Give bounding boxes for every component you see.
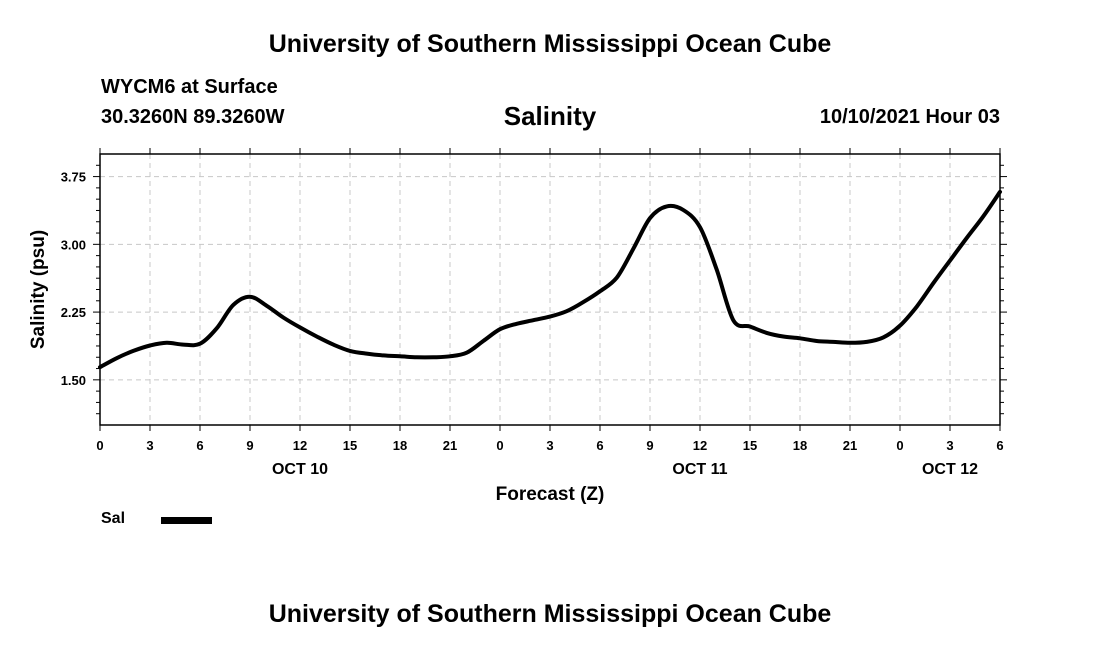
x-tick-label: 3 xyxy=(146,438,153,453)
x-tick-label: 3 xyxy=(946,438,953,453)
x-tick-label: 0 xyxy=(896,438,903,453)
forecast-datetime: 10/10/2021 Hour 03 xyxy=(819,106,1000,128)
x-tick-label: 21 xyxy=(443,438,457,453)
x-date-label: OCT 10 xyxy=(272,461,328,478)
x-tick-label: 18 xyxy=(793,438,807,453)
legend-swatch xyxy=(161,517,212,524)
y-tick-label: 1.50 xyxy=(61,373,86,388)
x-tick-label: 9 xyxy=(246,438,253,453)
legend-label: Sal xyxy=(101,510,126,527)
y-tick-label: 3.00 xyxy=(61,237,86,252)
coordinates-label: 30.3260N 89.3260W xyxy=(101,106,285,128)
station-label: WYCM6 at Surface xyxy=(101,76,278,98)
chart-title: Salinity xyxy=(503,101,597,131)
x-tick-label: 3 xyxy=(546,438,553,453)
x-tick-label: 0 xyxy=(96,438,103,453)
x-date-label: OCT 11 xyxy=(672,461,727,478)
x-tick-label: 6 xyxy=(596,438,603,453)
x-tick-label: 6 xyxy=(996,438,1003,453)
y-tick-label: 3.75 xyxy=(61,170,86,185)
x-axis-label: Forecast (Z) xyxy=(496,484,605,505)
x-tick-label: 21 xyxy=(843,438,857,453)
y-tick-label: 2.25 xyxy=(61,305,86,320)
x-tick-label: 15 xyxy=(743,438,757,453)
x-tick-label: 12 xyxy=(293,438,307,453)
x-tick-label: 0 xyxy=(496,438,503,453)
x-tick-label: 15 xyxy=(343,438,357,453)
x-tick-label: 12 xyxy=(693,438,707,453)
page-title: University of Southern Mississippi Ocean… xyxy=(268,30,832,58)
footer-title: University of Southern Mississippi Ocean… xyxy=(268,600,832,628)
x-tick-label: 18 xyxy=(393,438,407,453)
x-date-label: OCT 12 xyxy=(922,461,978,478)
y-axis-label: Salinity (psu) xyxy=(28,230,49,349)
series-line-sal xyxy=(98,189,1002,370)
x-tick-label: 6 xyxy=(196,438,203,453)
x-tick-label: 9 xyxy=(646,438,653,453)
